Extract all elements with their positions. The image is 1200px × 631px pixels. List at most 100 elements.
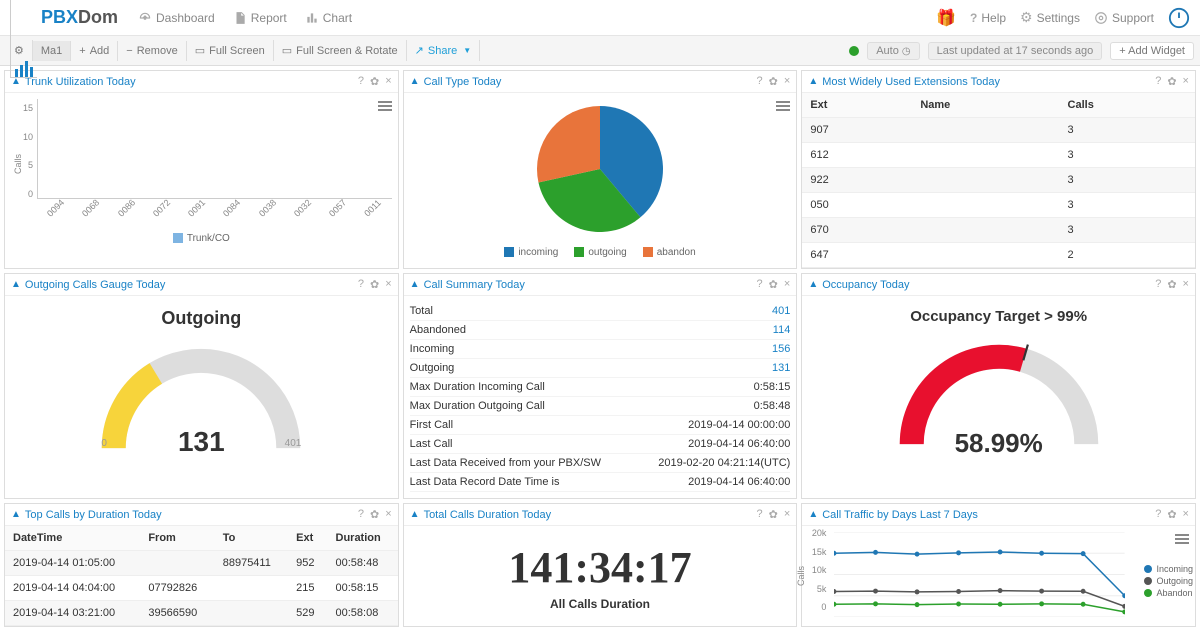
toolbar-fullscreen[interactable]: ▭Full Screen (187, 40, 274, 61)
support-icon (1094, 11, 1108, 25)
brand-pbx: PBX (41, 7, 78, 28)
toolbar-fullscreen-rotate-label: Full Screen & Rotate (296, 45, 398, 57)
pie-chart (530, 99, 670, 239)
nav-help-label: Help (981, 11, 1006, 25)
collapse-icon[interactable]: ▲ (410, 509, 420, 520)
toolbar-tab[interactable]: Ma1 (33, 41, 71, 61)
toolbar-fullscreen-rotate[interactable]: ▭ Full Screen & Rotate (274, 40, 407, 61)
gear-icon[interactable]: ✿ (1167, 508, 1176, 521)
close-icon[interactable]: × (784, 75, 790, 88)
collapse-icon[interactable]: ▲ (11, 279, 21, 290)
share-icon: ↗ (415, 44, 424, 57)
gauge-label: Outgoing (11, 308, 392, 329)
help-icon[interactable]: ? (757, 508, 763, 521)
occupancy-label: Occupancy Target > 99% (808, 308, 1189, 325)
chevron-down-icon: ▼ (463, 46, 471, 55)
close-icon[interactable]: × (784, 508, 790, 521)
nav-support-label: Support (1112, 11, 1154, 25)
close-icon[interactable]: × (784, 278, 790, 291)
collapse-icon[interactable]: ▲ (808, 76, 818, 87)
gear-icon: ⚙ (1020, 9, 1033, 26)
widget-grid: ▲ Trunk Utilization Today ?✿× Calls 1510… (0, 66, 1200, 631)
last-updated: Last updated at 17 seconds ago (928, 42, 1103, 60)
nav-settings-label: Settings (1037, 11, 1080, 25)
nav-settings[interactable]: ⚙ Settings (1020, 9, 1080, 26)
help-icon[interactable]: ? (358, 75, 364, 88)
help-icon[interactable]: ? (358, 278, 364, 291)
close-icon[interactable]: × (1183, 508, 1189, 521)
widget-title: Outgoing Calls Gauge Today (25, 279, 165, 291)
extensions-table: ExtNameCalls907361239223050367036472 (802, 93, 1195, 268)
collapse-icon[interactable]: ▲ (11, 509, 21, 520)
help-icon: ? (970, 11, 977, 25)
close-icon[interactable]: × (1183, 75, 1189, 88)
collapse-icon[interactable]: ▲ (808, 509, 818, 520)
close-icon[interactable]: × (1183, 278, 1189, 291)
status-dot (849, 46, 859, 56)
widget-title: Call Traffic by Days Last 7 Days (822, 509, 978, 521)
help-icon[interactable]: ? (1155, 508, 1161, 521)
widget-call-summary: ▲ Call Summary Today ?✿× Total401Abandon… (403, 273, 798, 499)
chart-menu-icon[interactable] (1175, 532, 1189, 546)
chart-menu-icon[interactable] (776, 99, 790, 113)
close-icon[interactable]: × (385, 278, 391, 291)
y-axis-ticks: 151050 (23, 99, 37, 229)
nav-chart[interactable]: Chart (305, 11, 352, 25)
help-icon[interactable]: ? (757, 278, 763, 291)
gear-icon[interactable]: ✿ (370, 508, 379, 521)
auto-toggle[interactable]: Auto ◷ (867, 42, 919, 60)
collapse-icon[interactable]: ▲ (11, 76, 21, 87)
nav-dashboard[interactable]: Dashboard (138, 11, 215, 25)
gear-icon[interactable]: ✿ (370, 75, 379, 88)
nav-report-label: Report (251, 11, 287, 25)
gear-icon[interactable]: ✿ (769, 75, 778, 88)
nav-chart-label: Chart (323, 11, 352, 25)
widget-title: Most Widely Used Extensions Today (822, 76, 1000, 88)
brand-logo[interactable]: PBXDom (10, 0, 118, 78)
close-icon[interactable]: × (385, 508, 391, 521)
help-icon[interactable]: ? (1155, 75, 1161, 88)
gear-icon[interactable]: ✿ (1167, 278, 1176, 291)
primary-nav: Dashboard Report Chart (138, 11, 352, 25)
widget-extensions: ▲ Most Widely Used Extensions Today ?✿× … (801, 70, 1196, 269)
chart-icon (305, 11, 319, 25)
plus-icon: + (79, 45, 85, 57)
nav-help[interactable]: ? Help (970, 11, 1006, 25)
collapse-icon[interactable]: ▲ (410, 76, 420, 87)
screen-icon: ▭ (282, 44, 292, 57)
toolbar-share-label: Share (428, 45, 457, 57)
occupancy-value: 58.99% (808, 428, 1189, 459)
widget-call-type: ▲ Call Type Today ? ✿ × incomingoutgoingab… (403, 70, 798, 269)
y-axis-label: Calls (11, 154, 23, 174)
gear-icon[interactable]: ✿ (769, 278, 778, 291)
help-icon[interactable]: ? (1155, 278, 1161, 291)
add-widget-button[interactable]: + Add Widget (1110, 42, 1194, 60)
widget-title: Call Type Today (424, 76, 502, 88)
gauge-max: 401 (285, 438, 302, 449)
power-icon[interactable] (1168, 7, 1190, 29)
gear-icon[interactable]: ✿ (769, 508, 778, 521)
collapse-icon[interactable]: ▲ (808, 279, 818, 290)
report-icon (233, 11, 247, 25)
right-nav: 🎁 ? Help ⚙ Settings Support (936, 7, 1190, 29)
widget-total-duration: ▲ Total Calls Duration Today ?✿× 141:34:… (403, 503, 798, 627)
toolbar-add[interactable]: +Add (71, 41, 118, 61)
x-axis-labels: 0094006800860072009100840038003200570011 (37, 199, 392, 217)
collapse-icon[interactable]: ▲ (410, 279, 420, 290)
nav-support[interactable]: Support (1094, 11, 1154, 25)
pie-legend: incomingoutgoingabandon (504, 247, 695, 258)
gear-icon[interactable]: ✿ (1167, 75, 1176, 88)
gift-icon[interactable]: 🎁 (936, 8, 956, 28)
close-icon[interactable]: × (385, 75, 391, 88)
toolbar-fullscreen-label: Full Screen (209, 45, 265, 57)
nav-dashboard-label: Dashboard (156, 11, 215, 25)
minus-icon: − (126, 45, 132, 57)
gear-icon[interactable]: ✿ (370, 278, 379, 291)
widget-title: Top Calls by Duration Today (25, 509, 162, 521)
toolbar-remove[interactable]: −Remove (118, 41, 186, 61)
line-chart (834, 532, 1125, 617)
nav-report[interactable]: Report (233, 11, 287, 25)
toolbar-share[interactable]: ↗ Share ▼ (407, 40, 481, 61)
help-icon[interactable]: ? (358, 508, 364, 521)
help-icon[interactable]: ? (757, 75, 763, 88)
